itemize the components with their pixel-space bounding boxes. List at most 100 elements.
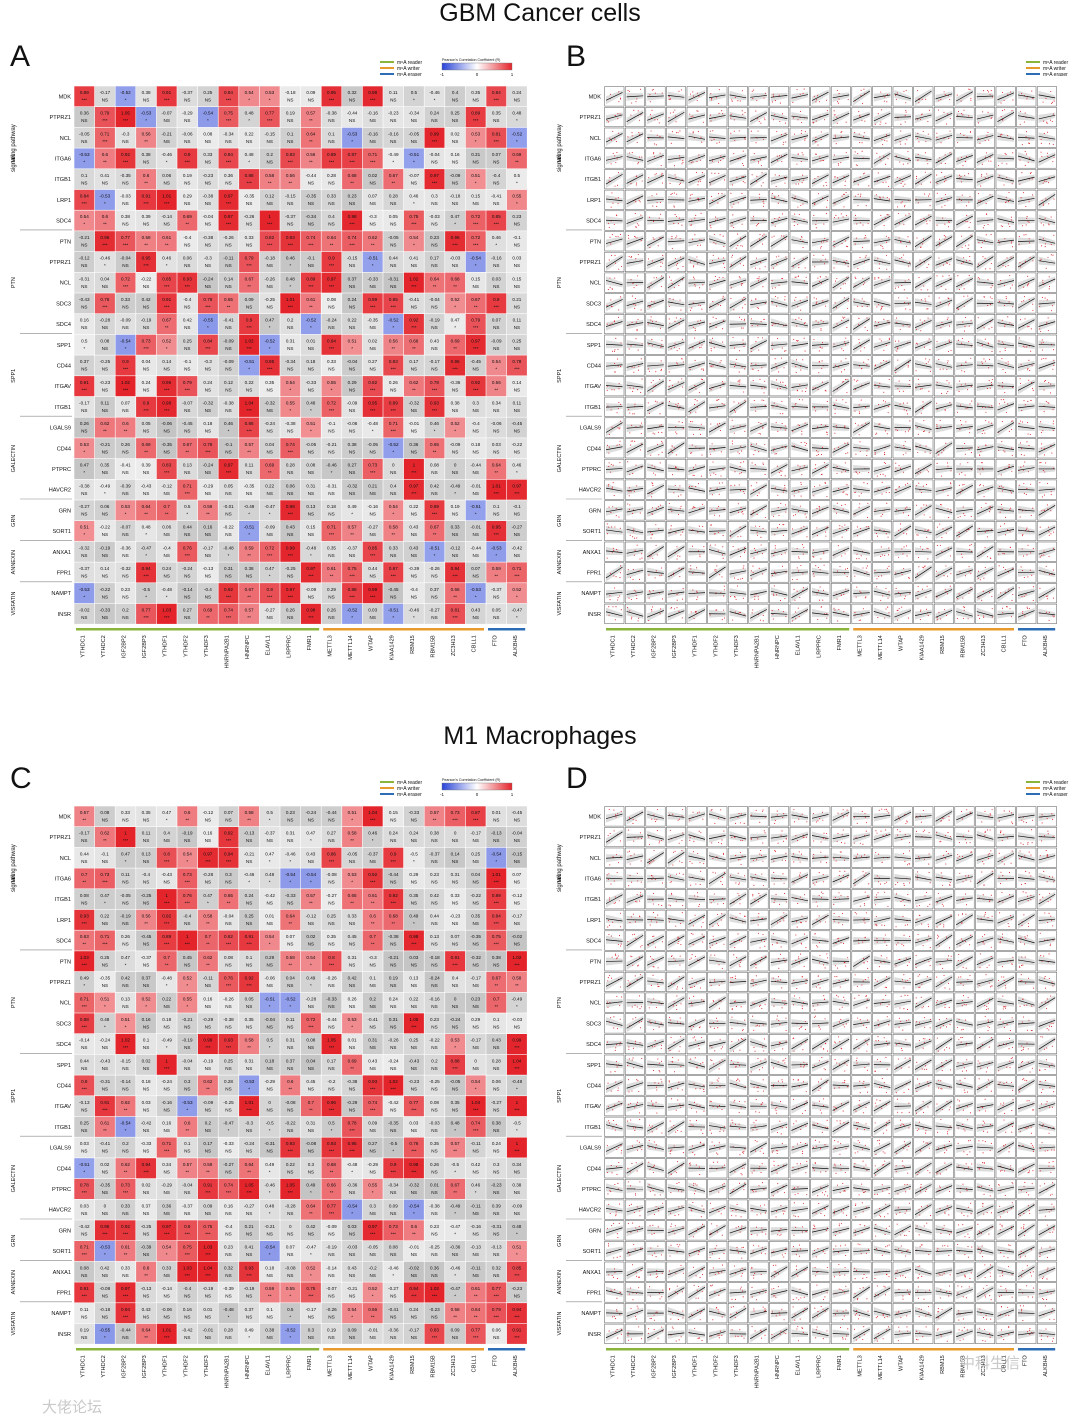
heatmap-cell: 1.02*** — [239, 334, 260, 355]
heatmap-cell: 0.71*** — [362, 148, 383, 169]
coefficient-label: -0.06 — [182, 131, 193, 136]
data-point — [634, 212, 636, 215]
heatmap-cell: 0.5* — [177, 500, 198, 521]
coefficient-label: -0.01 — [223, 504, 234, 509]
data-point — [942, 217, 944, 219]
column-label: ZC3H13 — [451, 635, 457, 656]
coefficient-label: 0.11 — [101, 401, 110, 406]
regression-line — [626, 217, 644, 224]
data-point — [803, 88, 805, 90]
heatmap-tile — [94, 86, 115, 107]
data-point — [842, 193, 844, 195]
coefficient-label: -0.14 — [182, 587, 193, 592]
coefficient-label: -0.34 — [223, 131, 234, 136]
colorbar-tick: 1 — [511, 72, 514, 77]
data-point — [771, 302, 773, 304]
column-label: WTAP — [369, 635, 375, 651]
data-point — [693, 278, 695, 280]
heatmap-tile — [115, 231, 136, 252]
heatmap-tile — [197, 396, 218, 417]
significance-label: NS — [122, 594, 128, 599]
significance-label: * — [372, 263, 374, 268]
scatter-cell — [1036, 107, 1057, 128]
data-point — [710, 227, 712, 229]
data-point — [962, 261, 965, 263]
data-point — [638, 119, 641, 121]
legend-label: m⁶A eraser — [397, 72, 422, 78]
coefficient-label: -0.54 — [120, 338, 131, 343]
data-point — [904, 121, 906, 123]
heatmap-tile — [486, 438, 507, 459]
heatmap-cell: 0.64** — [321, 231, 342, 252]
scatter-cell — [769, 127, 790, 148]
data-point — [1001, 319, 1003, 321]
coefficient-label: -0.09 — [264, 525, 275, 530]
data-point — [947, 304, 949, 306]
significance-label: NS — [102, 408, 108, 413]
coefficient-label: 0.81 — [492, 131, 501, 136]
scatter-cell — [707, 231, 728, 252]
heatmap-tile — [342, 355, 363, 376]
data-point — [986, 135, 988, 137]
data-point — [797, 306, 799, 308]
coefficient-label: -0.45 — [182, 421, 193, 426]
confidence-band — [832, 234, 850, 250]
heatmap-tile — [486, 458, 507, 479]
significance-label: NS — [452, 139, 458, 144]
data-point — [815, 302, 817, 304]
scatter-cell — [727, 314, 748, 335]
data-point — [611, 192, 613, 194]
data-point — [802, 174, 804, 176]
significance-label: ** — [227, 305, 231, 310]
data-point — [659, 327, 661, 329]
heatmap-tile — [218, 314, 239, 335]
coefficient-label: 0.98 — [368, 90, 377, 95]
data-point — [693, 265, 695, 267]
data-point — [1004, 305, 1006, 307]
regression-line — [708, 218, 726, 224]
data-point — [798, 264, 800, 266]
scatter-cell — [645, 107, 666, 128]
data-point — [699, 304, 702, 307]
data-point — [835, 307, 838, 309]
heatmap-cell: 0.93*** — [280, 231, 301, 252]
data-point — [948, 221, 950, 223]
heatmap-cell: 0.93*** — [177, 272, 198, 293]
significance-label: *** — [164, 408, 170, 413]
heatmap-cell: 0.98*** — [362, 86, 383, 107]
data-point — [680, 256, 682, 258]
regression-line — [914, 277, 932, 288]
regression-line — [770, 258, 788, 266]
data-point — [802, 179, 804, 181]
data-point — [837, 177, 839, 179]
significance-label: *** — [226, 222, 232, 227]
data-point — [1050, 102, 1053, 104]
significance-label: NS — [246, 574, 252, 579]
data-point — [675, 264, 678, 266]
data-point — [722, 276, 724, 279]
coefficient-label: 0.37 — [80, 359, 89, 364]
data-point — [719, 234, 721, 236]
coefficient-label: 0.24 — [142, 380, 151, 385]
regression-line — [708, 320, 726, 328]
confidence-band — [832, 134, 850, 143]
data-point — [780, 155, 783, 157]
data-point — [1048, 276, 1050, 278]
significance-label: NS — [205, 408, 211, 413]
data-point — [845, 214, 847, 217]
heatmap-tile — [506, 231, 527, 252]
data-point — [876, 325, 878, 327]
data-point — [822, 300, 824, 302]
heatmap-tile — [403, 210, 424, 231]
heatmap-tile — [342, 107, 363, 128]
significance-label: * — [145, 532, 147, 537]
coefficient-label: 0.96 — [100, 235, 109, 240]
significance-label: * — [269, 346, 271, 351]
colorbar-title: Pearson's Correlation Coefficient (R) — [442, 58, 500, 62]
data-point — [927, 308, 929, 310]
heatmap-tile — [486, 376, 507, 397]
